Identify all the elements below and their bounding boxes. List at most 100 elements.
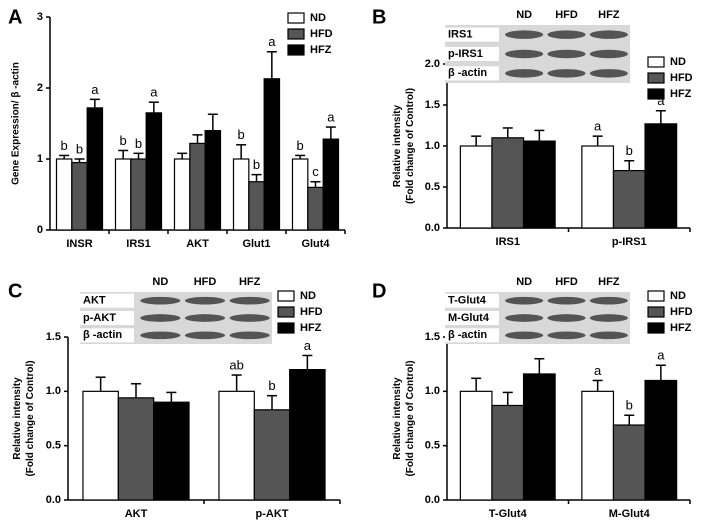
- blot-band: [505, 296, 544, 305]
- y-tick-label: 1.0: [46, 385, 61, 397]
- significance-letter: b: [120, 133, 127, 148]
- bar: [291, 158, 309, 231]
- bar: [82, 390, 119, 501]
- y-tick-label: 1.5: [46, 331, 61, 343]
- significance-letter: b: [297, 138, 304, 153]
- blot-row-label: AKT: [83, 295, 106, 307]
- legend-label: ND: [300, 290, 316, 302]
- x-tick-label: M-Glut4: [609, 508, 651, 520]
- bar: [218, 390, 255, 501]
- bar: [71, 161, 88, 231]
- y-tick-label: 1.5: [425, 99, 440, 111]
- blot-band: [140, 331, 181, 340]
- bar: [644, 379, 678, 501]
- legend-label: HFD: [670, 306, 693, 318]
- bar: [114, 158, 132, 231]
- y-tick-label: 1.0: [425, 140, 440, 152]
- blot-band: [140, 314, 181, 322]
- significance-letter: a: [91, 82, 99, 97]
- bar: [153, 401, 190, 501]
- blot-column-label: HFD: [555, 276, 578, 288]
- significance-letter: a: [304, 338, 312, 353]
- blot-label-bg: [80, 311, 134, 325]
- blot-row-label: β -actin: [448, 67, 487, 79]
- blot-band: [547, 314, 586, 322]
- significance-letter: b: [76, 141, 83, 156]
- blot-row-label: T-Glut4: [448, 295, 487, 307]
- blot-band: [505, 49, 544, 59]
- bar: [459, 145, 493, 229]
- bar: [581, 390, 615, 501]
- bar: [612, 424, 646, 501]
- x-tick-label: IRS1: [496, 236, 520, 248]
- significance-letter: a: [594, 119, 602, 134]
- bar: [86, 107, 104, 231]
- blot-label-bg: [445, 27, 499, 42]
- blot-column-label: ND: [152, 276, 168, 288]
- panel-letter: C: [8, 280, 22, 302]
- y-axis-label: Relative intensity: [12, 377, 23, 460]
- bar: [117, 397, 155, 501]
- y-axis-label: Relative intensity: [392, 104, 403, 187]
- blot-column-label: HFZ: [598, 276, 620, 288]
- bar: [263, 78, 281, 231]
- legend-swatch: [287, 12, 305, 24]
- significance-letter: ab: [229, 357, 243, 372]
- blot-row-label: β -actin: [448, 329, 487, 341]
- blot-band: [505, 331, 544, 340]
- significance-letter: a: [327, 109, 335, 124]
- legend-label: HFZ: [310, 44, 332, 56]
- y-tick-label: 0.0: [425, 494, 440, 506]
- legend-swatch: [647, 290, 665, 302]
- blot-band: [589, 30, 628, 39]
- significance-letter: a: [657, 348, 665, 363]
- legend-swatch: [277, 306, 295, 318]
- legend-label: HFZ: [300, 322, 322, 334]
- blot-row-label: p-AKT: [83, 312, 116, 324]
- blot-label-bg: [445, 66, 499, 81]
- y-axis-label: (Fold change of Control): [405, 88, 416, 204]
- legend-label: HFZ: [670, 88, 692, 100]
- blot-band: [184, 331, 226, 340]
- x-tick-label: IRS1: [126, 238, 150, 250]
- legend-swatch: [287, 44, 305, 56]
- y-tick-label: 0.5: [425, 181, 440, 193]
- legend-label: HFD: [300, 306, 323, 318]
- legend-swatch: [647, 306, 665, 318]
- legend-swatch: [647, 322, 665, 334]
- legend-label: HFD: [670, 72, 693, 84]
- y-tick-label: 1.5: [425, 331, 440, 343]
- y-tick-label: 2.0: [425, 58, 440, 70]
- bar: [204, 130, 222, 231]
- blot-row-label: M-Glut4: [448, 312, 490, 324]
- significance-letter: b: [253, 157, 260, 172]
- significance-letter: a: [268, 34, 276, 49]
- blot-band: [505, 30, 544, 39]
- bar: [522, 373, 556, 501]
- bar: [322, 138, 340, 231]
- bar: [612, 170, 646, 229]
- blot-column-label: HFZ: [598, 9, 620, 21]
- blot-band: [505, 69, 544, 78]
- legend-swatch: [287, 28, 305, 40]
- y-tick-label: 3: [37, 11, 43, 23]
- blot-band: [547, 49, 586, 59]
- significance-letter: b: [268, 378, 275, 393]
- significance-letter: a: [657, 93, 665, 108]
- significance-letter: a: [594, 363, 602, 378]
- bar: [232, 158, 250, 231]
- bar: [248, 181, 265, 231]
- x-tick-label: AKT: [125, 508, 148, 520]
- legend-swatch: [277, 322, 295, 334]
- blot-band: [589, 69, 628, 78]
- panel-letter: D: [372, 280, 386, 302]
- blot-label-bg: [445, 328, 499, 343]
- legend-swatch: [647, 56, 665, 68]
- legend-swatch: [647, 72, 665, 84]
- y-tick-label: 1: [37, 153, 43, 165]
- legend-label: ND: [310, 12, 326, 24]
- x-tick-label: AKT: [186, 238, 209, 250]
- y-axis-label: Relative intensity: [392, 377, 403, 460]
- y-tick-label: 2: [37, 82, 43, 94]
- blot-row-label: β -actin: [83, 329, 122, 341]
